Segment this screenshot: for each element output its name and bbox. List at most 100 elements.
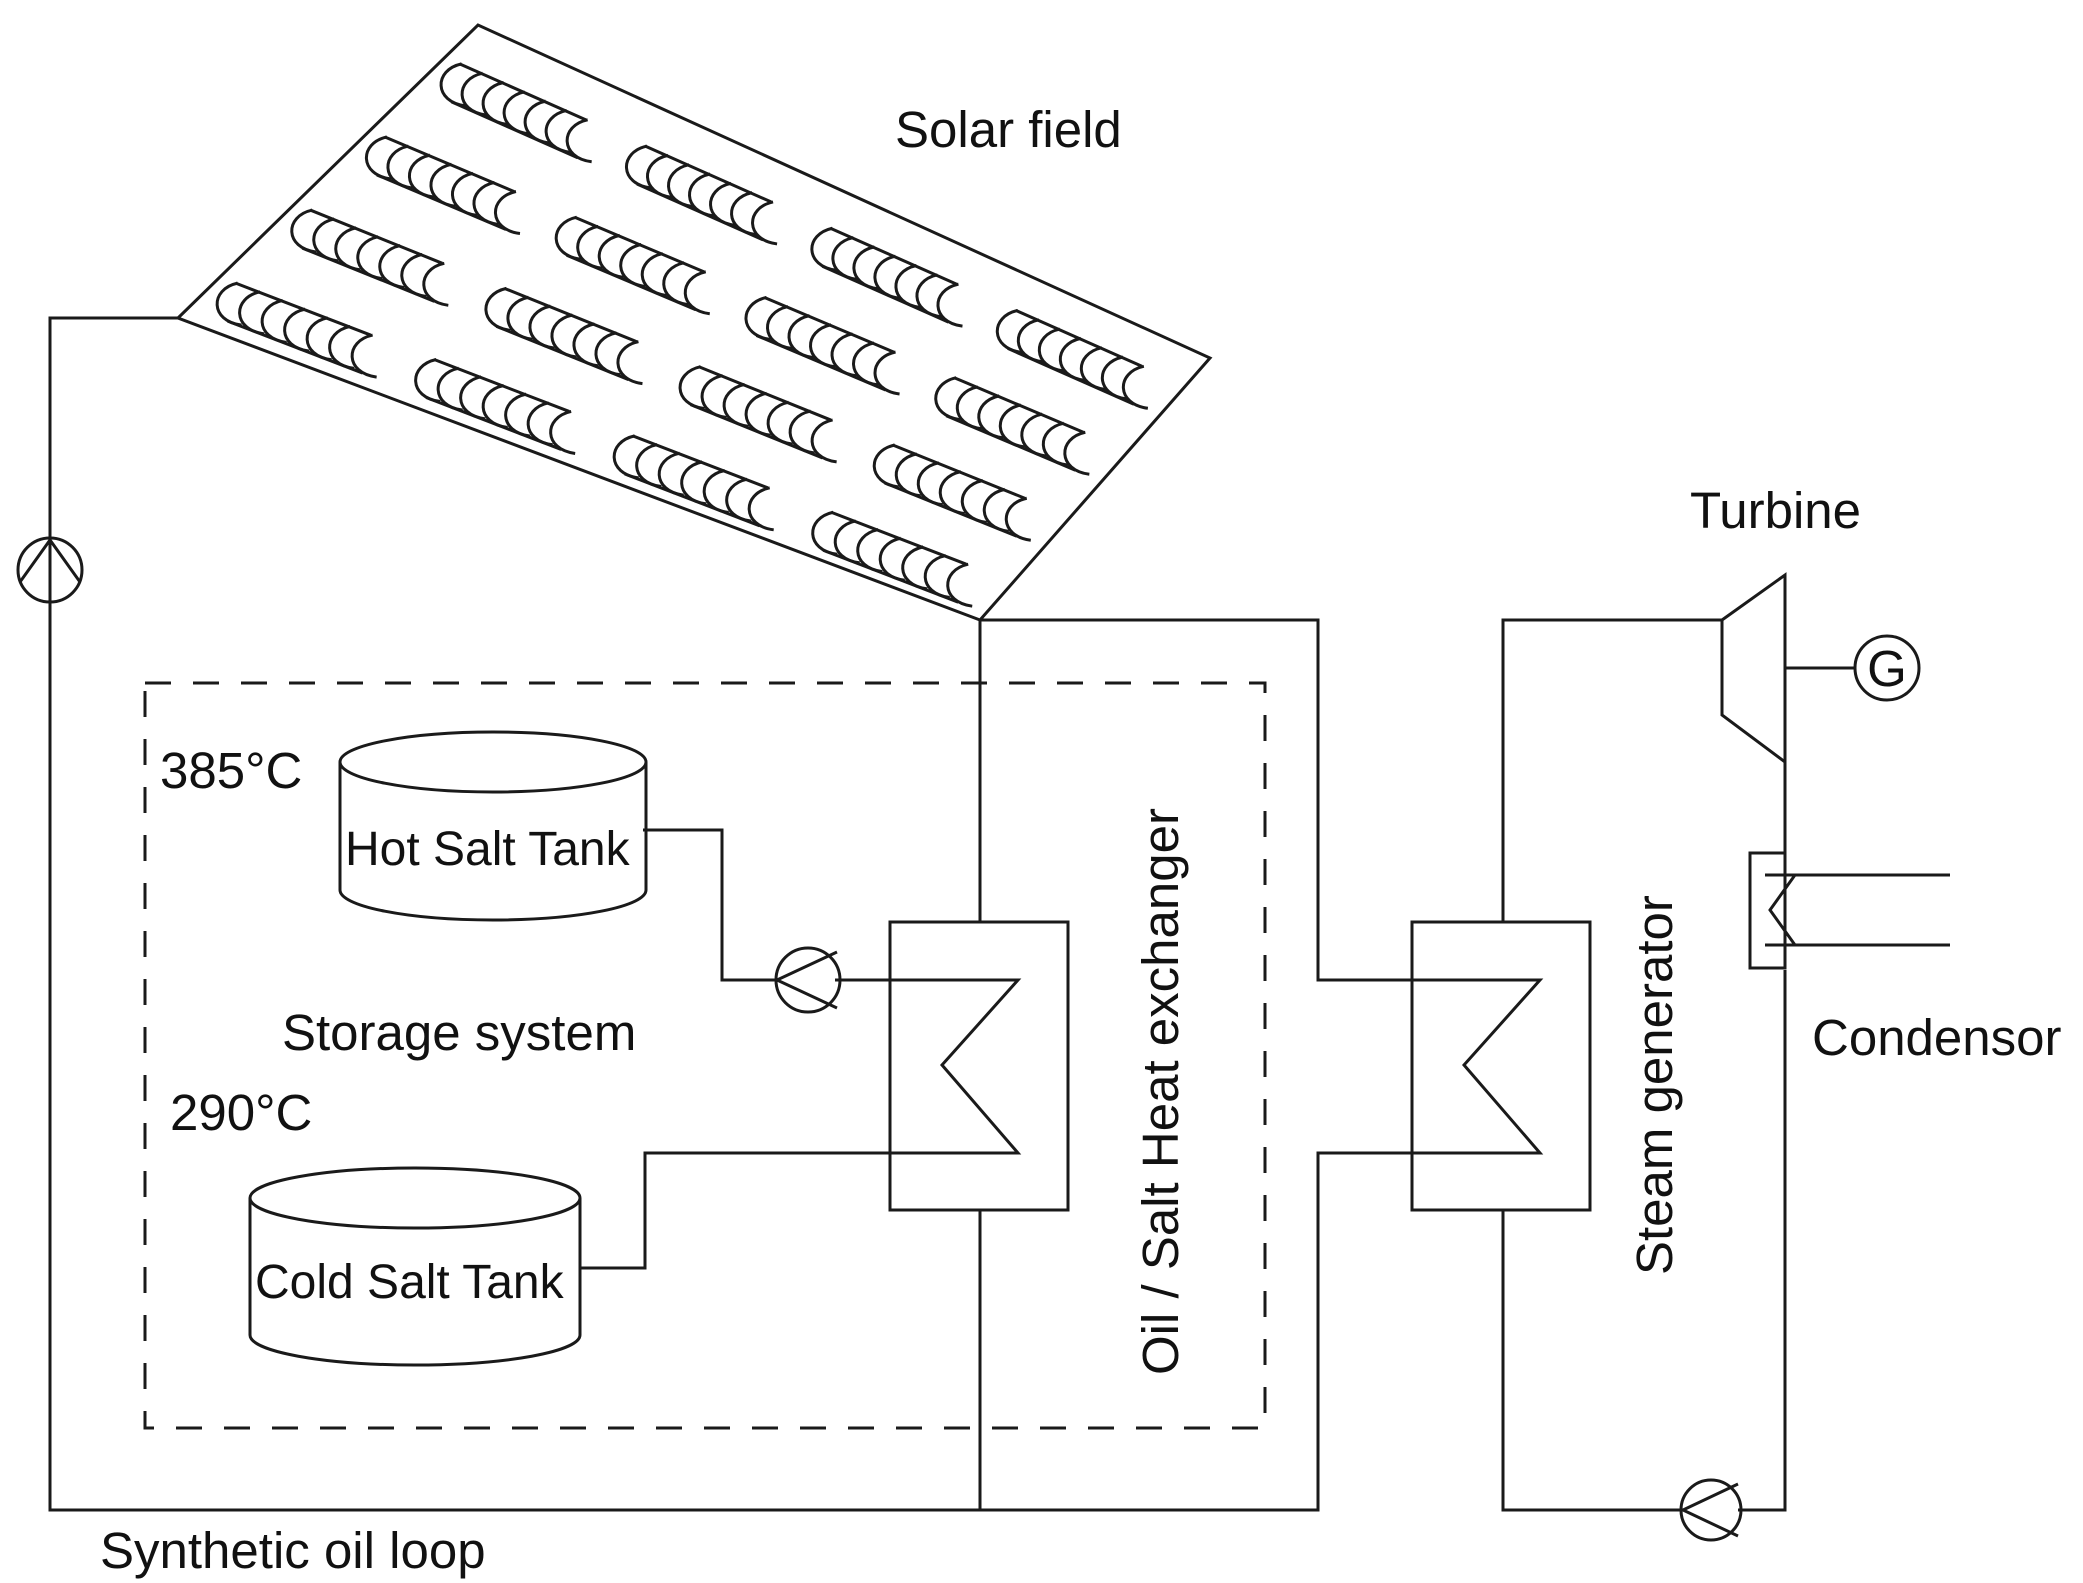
parabolic-trough-icon — [1058, 336, 1086, 382]
parabolic-trough-icon — [493, 190, 521, 236]
parabolic-trough-icon — [506, 295, 533, 341]
trough-rows — [215, 62, 1149, 608]
parabolic-trough-icon — [960, 479, 988, 524]
storage-system-label: Storage system — [282, 1004, 636, 1061]
parabolic-trough-icon — [744, 391, 771, 437]
parabolic-trough-icon — [1079, 346, 1107, 392]
condensate-line — [1738, 970, 1787, 1512]
parabolic-trough-icon — [290, 208, 317, 254]
parabolic-trough-icon — [450, 171, 478, 217]
parabolic-trough-icon — [936, 282, 963, 328]
parabolic-trough-icon — [624, 144, 652, 190]
storage-system-boundary — [143, 681, 1267, 1430]
parabolic-trough-icon — [215, 281, 242, 327]
parabolic-trough-icon — [766, 305, 793, 351]
parabolic-trough-icon — [640, 252, 667, 298]
parabolic-trough-icon — [946, 562, 973, 608]
parabolic-trough-icon — [356, 235, 383, 281]
parabolic-trough-icon — [523, 99, 550, 145]
solar-field-outline — [175, 23, 1213, 622]
parabolic-trough-icon — [481, 384, 508, 429]
parabolic-trough-icon — [1041, 421, 1069, 467]
cold-tank-line — [580, 1151, 890, 1270]
parabolic-trough-icon — [544, 108, 571, 154]
parabolic-trough-icon — [833, 519, 860, 565]
parabolic-trough-icon — [504, 392, 531, 438]
parabolic-trough-icon — [459, 375, 486, 421]
parabolic-trough-icon — [460, 71, 487, 117]
parabolic-trough-icon — [916, 461, 944, 507]
pump-icon — [774, 946, 842, 1014]
parabolic-trough-icon — [378, 244, 405, 290]
parabolic-trough-icon — [260, 298, 287, 344]
parabolic-trough-icon — [1020, 412, 1047, 458]
parabolic-trough-icon — [678, 365, 705, 411]
parabolic-trough-icon — [328, 324, 355, 370]
parabolic-trough-icon — [481, 81, 508, 126]
parabolic-trough-icon — [809, 323, 836, 369]
parabolic-trough-icon — [436, 366, 463, 412]
parabolic-trough-icon — [810, 418, 837, 464]
parabolic-trough-icon — [856, 528, 883, 574]
parabolic-trough-icon — [619, 243, 646, 288]
parabolic-trough-icon — [422, 261, 449, 307]
oil-to-steam-gen-bottom — [980, 1151, 1412, 1512]
parabolic-trough-icon — [526, 401, 553, 447]
steam-line-top — [1501, 618, 1722, 922]
steam-generator-label: Steam generator — [1626, 895, 1683, 1275]
parabolic-trough-icon — [709, 181, 736, 227]
parabolic-trough-icon — [683, 270, 711, 316]
solar-field — [175, 23, 1213, 622]
parabolic-trough-icon — [873, 350, 900, 396]
parabolic-trough-icon — [1016, 318, 1044, 364]
cold-salt-tank — [248, 1166, 582, 1367]
parabolic-trough-icon — [878, 536, 905, 582]
oil-salt-heat-exchanger — [888, 920, 1070, 1212]
parabolic-trough-icon — [725, 477, 752, 523]
parabolic-trough-icon — [657, 451, 684, 497]
parabolic-trough-icon — [576, 224, 603, 270]
solar-field-label: Solar field — [895, 101, 1122, 158]
parabolic-trough-icon — [667, 163, 694, 209]
generator-label: G — [1867, 640, 1907, 697]
condensor-label: Condensor — [1812, 1009, 2062, 1066]
hot-tank-label: Hot Salt Tank — [345, 823, 631, 876]
parabolic-trough-icon — [894, 452, 921, 498]
parabolic-trough-icon — [934, 376, 961, 422]
feedwater-pump — [1679, 1478, 1743, 1542]
parabolic-trough-icon — [730, 191, 757, 237]
parabolic-trough-icon — [977, 394, 1004, 440]
heat-exchanger-icon — [890, 978, 1022, 1155]
parabolic-trough-icon — [810, 226, 837, 272]
parabolic-trough-icon — [1100, 355, 1128, 401]
parabolic-trough-icon — [1121, 364, 1149, 410]
parabolic-trough-icon — [744, 295, 771, 341]
parabolic-trough-icon — [554, 215, 581, 261]
parabolic-trough-icon — [872, 443, 899, 489]
condenser-icon — [1748, 851, 1798, 970]
parabolic-trough-icon — [1063, 430, 1090, 476]
steam-generator-heat-exchanger — [1410, 920, 1592, 1212]
parabolic-trough-icon — [312, 217, 339, 263]
oil-loop-pump — [16, 536, 84, 604]
turbine-icon — [1720, 572, 1787, 765]
parabolic-trough-icon — [662, 261, 689, 307]
parabolic-trough-icon — [901, 545, 928, 591]
parabolic-trough-icon — [938, 470, 966, 516]
parabolic-trough-icon — [646, 153, 673, 199]
hot-tank-line — [643, 828, 780, 982]
parabolic-trough-icon — [528, 304, 555, 350]
parabolic-trough-icon — [788, 409, 815, 455]
parabolic-trough-icon — [386, 144, 413, 190]
parabolic-trough-icon — [594, 331, 621, 377]
parabolic-trough-icon — [852, 245, 879, 291]
parabolic-trough-icon — [429, 162, 456, 208]
cold-temperature-label: 290°C — [170, 1084, 312, 1141]
parabolic-trough-icon — [830, 332, 857, 378]
parabolic-trough-icon — [1004, 496, 1032, 542]
parabolic-trough-icon — [439, 62, 466, 108]
parabolic-trough-icon — [747, 486, 774, 532]
parabolic-trough-icon — [700, 374, 727, 420]
parabolic-trough-icon — [766, 400, 793, 446]
